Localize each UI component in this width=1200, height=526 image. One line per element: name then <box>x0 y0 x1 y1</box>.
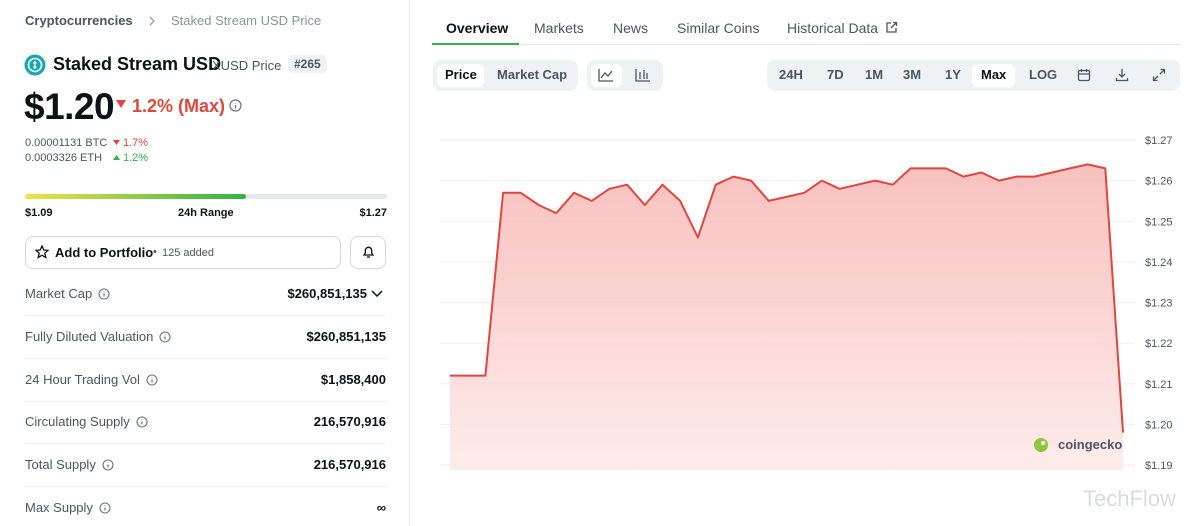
y-tick-label: $1.21 <box>1145 379 1173 391</box>
tab[interactable]: News <box>613 20 649 36</box>
info-icon[interactable] <box>99 502 111 514</box>
stat-label: Market Cap <box>25 286 93 301</box>
conversion-change: 1.2% <box>123 152 149 164</box>
y-tick-label: $1.23 <box>1145 298 1173 310</box>
row-separator <box>25 357 386 359</box>
star-icon <box>35 245 49 259</box>
tab[interactable]: Historical Data <box>787 20 879 36</box>
info-icon[interactable] <box>98 288 110 300</box>
brand-logo-eye <box>1041 441 1045 445</box>
breadcrumb-current: Staked Stream USD Price <box>171 13 322 28</box>
info-icon[interactable] <box>229 99 242 112</box>
expand-chevron[interactable] <box>371 290 383 298</box>
stat-value: $260,851,135 <box>287 286 367 301</box>
download-button[interactable] <box>1115 68 1129 82</box>
y-tick-label: $1.22 <box>1145 338 1173 350</box>
bullet: • <box>153 246 157 258</box>
info-icon[interactable] <box>102 459 114 471</box>
active-metric-bg <box>437 64 484 87</box>
coin-rank: #265 <box>288 55 327 73</box>
y-tick-label: $1.20 <box>1145 419 1173 431</box>
line-icon <box>598 69 613 82</box>
tabs-rule <box>432 44 1180 45</box>
portfolio-label: Add to Portfolio <box>55 245 154 260</box>
brand-logo <box>1034 438 1048 452</box>
tab[interactable]: Similar Coins <box>677 20 760 36</box>
stat-label: Fully Diluted Valuation <box>25 328 154 344</box>
range-low: $1.09 <box>25 207 53 219</box>
range-label: 24h Range <box>178 207 234 219</box>
stat-label: Total Supply <box>25 457 96 473</box>
y-tick-label: $1.25 <box>1145 216 1173 228</box>
range-high: $1.27 <box>359 207 387 219</box>
y-tick-label: $1.27 <box>1145 135 1173 147</box>
conversion-amount: 0.0003326 ETH <box>25 152 103 164</box>
stat-value: $1,858,400 <box>320 371 386 387</box>
info-icon[interactable] <box>136 416 148 428</box>
row-separator <box>25 400 386 402</box>
y-tick-label: $1.26 <box>1145 176 1173 188</box>
candle-view-button[interactable] <box>635 68 651 82</box>
range-button[interactable]: LOG <box>1029 67 1058 82</box>
row-separator <box>25 315 386 316</box>
tab[interactable]: Markets <box>534 20 584 36</box>
breadcrumb-chevron <box>149 16 155 26</box>
area-fill <box>450 164 1123 470</box>
stat-value: ∞ <box>376 500 386 515</box>
stat-label: 24 Hour Trading Vol <box>25 371 140 387</box>
conversion-change: 1.7% <box>123 137 149 149</box>
price-change: 1.2% (Max) <box>132 96 226 116</box>
range-button[interactable]: Max <box>981 67 1007 82</box>
range-button[interactable]: 1Y <box>945 67 961 82</box>
watermark: TechFlow <box>1083 486 1176 511</box>
stat-value: 216,570,916 <box>313 457 386 473</box>
y-tick-label: $1.24 <box>1145 257 1173 269</box>
portfolio-count: 125 added <box>162 247 214 259</box>
metric-button[interactable]: Market Cap <box>497 67 568 82</box>
stat-value: 216,570,916 <box>313 414 386 430</box>
change-arrow <box>113 140 120 145</box>
stat-value: $260,851,135 <box>306 328 386 344</box>
range-button[interactable]: 1M <box>865 67 884 82</box>
price-line <box>450 163 1124 433</box>
coin-icon <box>24 54 46 76</box>
coin-name: Staked Stream USD <box>53 54 222 74</box>
breadcrumb-link[interactable]: Cryptocurrencies <box>25 13 133 28</box>
stat-label: Max Supply <box>25 500 93 515</box>
tab[interactable]: Overview <box>446 20 509 36</box>
alert-button[interactable] <box>350 236 386 269</box>
calendar-button[interactable] <box>1077 68 1091 82</box>
divider <box>409 0 410 526</box>
info-icon[interactable] <box>159 331 171 343</box>
bell-icon <box>362 246 375 258</box>
coin-symbol: XUSD Price <box>212 58 282 73</box>
conversion-amount: 0.00001131 BTC <box>25 137 108 149</box>
row-separator <box>25 486 386 488</box>
change-arrow <box>116 100 126 108</box>
fullscreen-button[interactable] <box>1152 68 1166 82</box>
range-button[interactable]: 24H <box>779 67 803 82</box>
range-button[interactable]: 3M <box>903 67 922 82</box>
metric-button[interactable]: Price <box>445 67 477 82</box>
external-link-icon <box>886 21 898 33</box>
range-fill <box>25 194 247 199</box>
price: $1.20 <box>24 86 115 127</box>
row-separator <box>25 443 386 445</box>
stat-label: Circulating Supply <box>25 414 130 430</box>
change-arrow <box>113 155 120 160</box>
active-range-bg <box>972 64 1015 87</box>
range-button[interactable]: 7D <box>827 67 844 82</box>
add-portfolio-button[interactable]: Add to Portfolio • 125 added <box>25 236 341 269</box>
info-icon[interactable] <box>146 374 158 386</box>
active-tab-underline <box>432 43 519 45</box>
y-tick-label: $1.19 <box>1145 460 1173 472</box>
brand-name: coingecko <box>1058 437 1122 452</box>
